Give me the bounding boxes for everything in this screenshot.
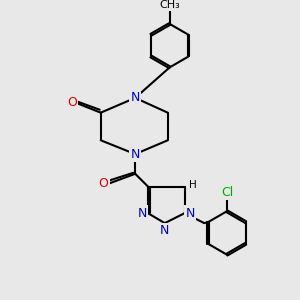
Text: N: N xyxy=(160,224,170,238)
Text: N: N xyxy=(130,92,140,104)
Text: CH₃: CH₃ xyxy=(159,0,180,10)
Text: Cl: Cl xyxy=(221,186,233,199)
Text: N: N xyxy=(186,207,195,220)
Text: O: O xyxy=(67,96,77,109)
Text: O: O xyxy=(99,177,109,190)
Text: H: H xyxy=(188,180,196,190)
Text: N: N xyxy=(130,148,140,160)
Text: N: N xyxy=(137,207,147,220)
